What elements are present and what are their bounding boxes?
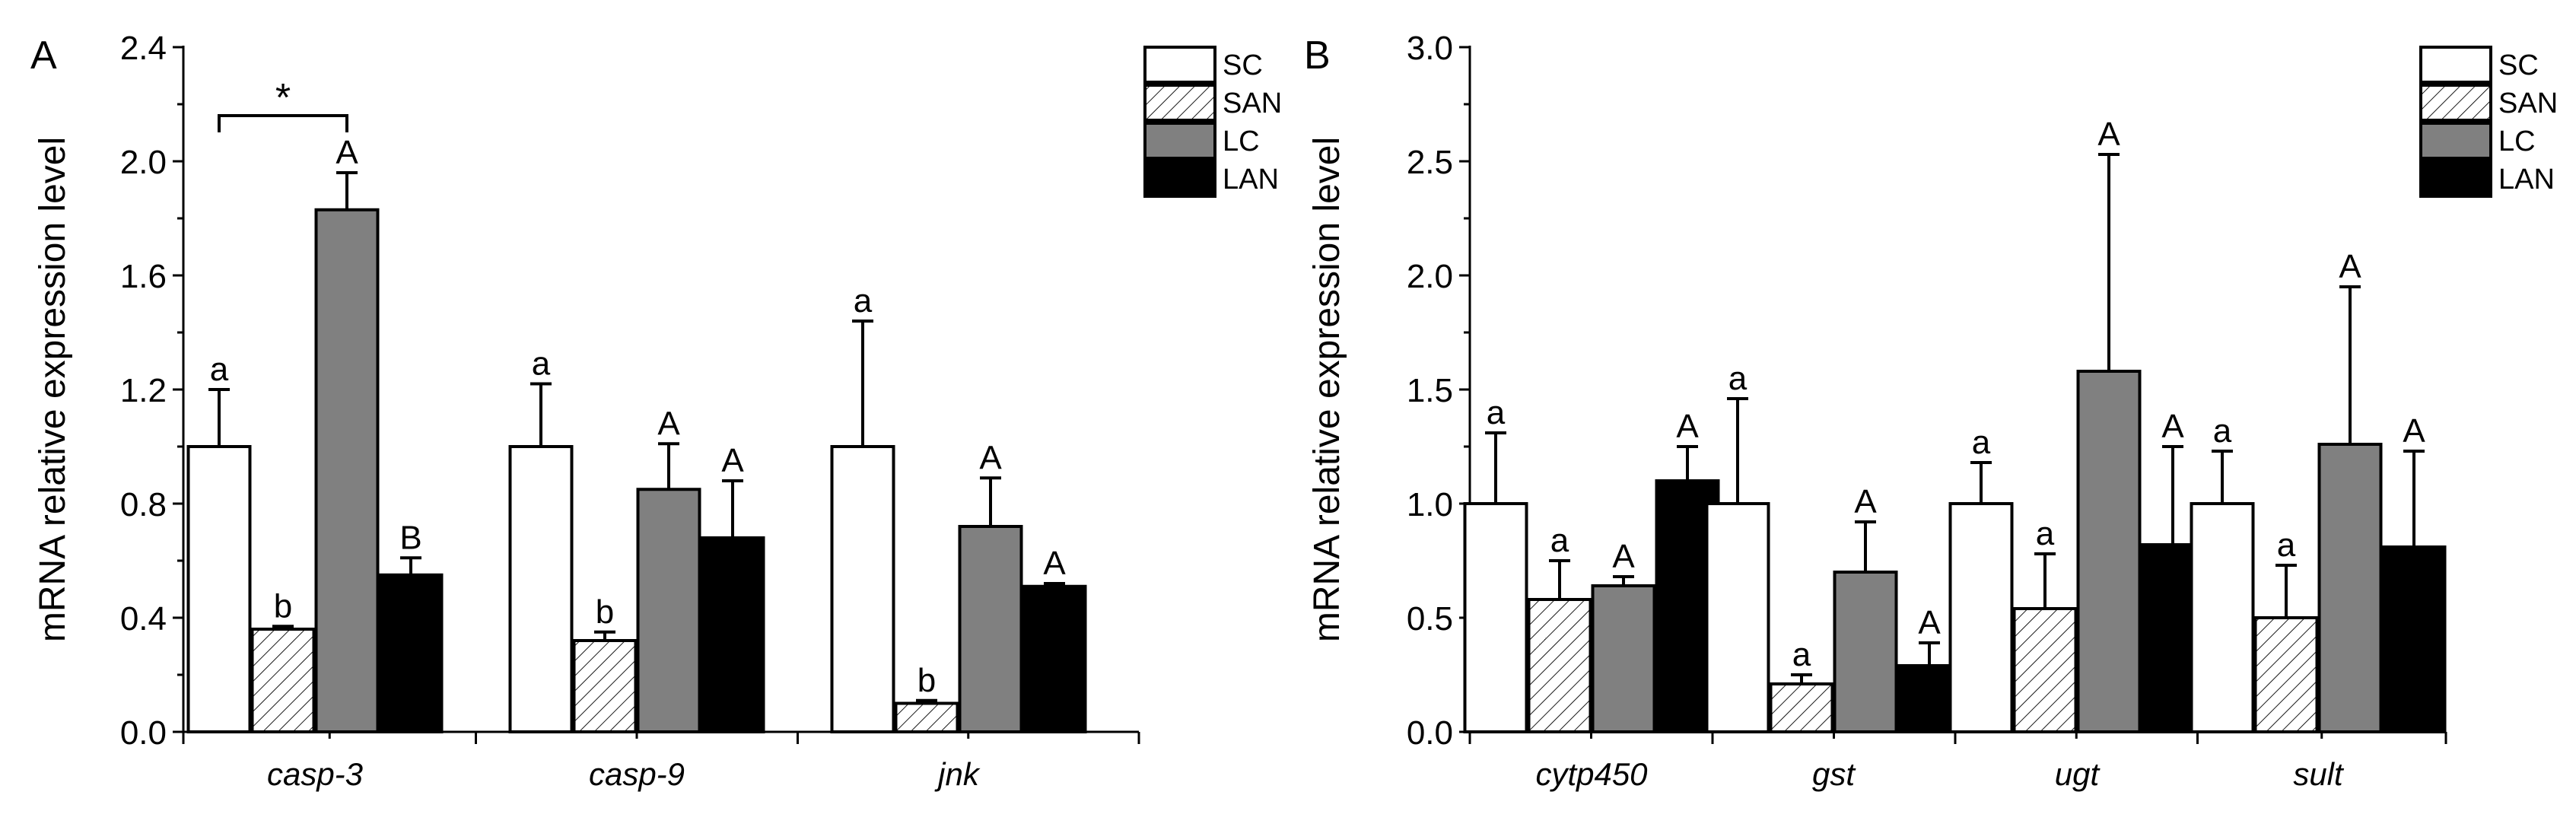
- legend-swatch-sc: [1143, 46, 1216, 84]
- y-tick-label: 0.5: [1407, 600, 1453, 638]
- y-tick-label: 0.0: [1407, 714, 1453, 752]
- significance-label: A: [2161, 408, 2184, 445]
- legend-label-sc: SC: [1223, 49, 1263, 81]
- bar-lc-gst: [1833, 571, 1898, 733]
- legend-swatch-san: [2419, 84, 2492, 122]
- bar-lc-jnk: [958, 525, 1023, 733]
- y-tick-label: 3.0: [1407, 30, 1453, 67]
- x-category-label: ugt: [2055, 756, 2101, 792]
- legend-swatch-lc: [2419, 122, 2492, 160]
- bar-sc-gst: [1705, 502, 1770, 733]
- y-tick-label: 0.8: [120, 486, 167, 523]
- x-category-label: jnk: [934, 756, 981, 792]
- bar-san-jnk: [894, 701, 959, 733]
- y-tick-label: 0.0: [120, 714, 167, 752]
- significance-label: A: [2097, 116, 2120, 153]
- legend-label-lan: LAN: [1223, 164, 1279, 196]
- y-tick-label: 2.0: [120, 144, 167, 181]
- y-tick-label: 2.4: [120, 30, 167, 67]
- bar-lan-casp-9: [700, 536, 765, 733]
- legend-label-sc: SC: [2498, 49, 2539, 81]
- significance-label: A: [1043, 545, 1066, 582]
- significance-label: a: [2213, 412, 2232, 450]
- y-tick-label: 1.5: [1407, 372, 1453, 409]
- bar-san-sult: [2253, 616, 2319, 733]
- significance-label: b: [918, 662, 936, 699]
- bar-sc-sult: [2190, 502, 2255, 733]
- significance-label: A: [2339, 248, 2361, 285]
- legend-swatch-lan: [2419, 160, 2492, 198]
- bar-lc-sult: [2317, 443, 2383, 733]
- bar-lc-ugt: [2076, 370, 2142, 733]
- bar-lan-casp-3: [378, 573, 444, 733]
- bar-san-casp-3: [250, 628, 316, 733]
- y-axis-label: mRNA relative expression level: [1307, 137, 1347, 642]
- significance-label: a: [1972, 424, 1991, 461]
- panel-label: A: [30, 33, 57, 78]
- x-category-label: cytp450: [1535, 756, 1648, 792]
- significance-label: a: [210, 351, 229, 388]
- y-tick-label: 2.5: [1407, 144, 1453, 181]
- significance-label: A: [2403, 412, 2425, 450]
- significance-label: a: [1487, 394, 1506, 431]
- y-tick-label: 1.2: [120, 372, 167, 409]
- y-tick-label: 1.6: [120, 258, 167, 295]
- bar-lan-sult: [2381, 545, 2447, 733]
- bar-lan-jnk: [1022, 584, 1087, 733]
- significance-label: A: [721, 442, 744, 479]
- legend-label-san: SAN: [1223, 87, 1282, 119]
- bar-sc-cytp450: [1463, 502, 1528, 733]
- significance-label: a: [2036, 515, 2055, 552]
- significance-label: B: [399, 519, 421, 556]
- significance-label: a: [1728, 360, 1748, 397]
- bar-san-gst: [1769, 682, 1834, 733]
- significance-label: A: [1918, 604, 1941, 641]
- panel-label: B: [1304, 33, 1331, 78]
- significance-label: a: [532, 345, 551, 383]
- y-tick-label: 0.4: [120, 600, 167, 638]
- bar-sc-ugt: [1948, 502, 2014, 733]
- significance-label: A: [1612, 538, 1635, 575]
- bar-sc-casp-9: [508, 445, 574, 733]
- significance-label: A: [336, 134, 358, 171]
- bar-lc-casp-3: [314, 208, 380, 733]
- significance-label: A: [1676, 408, 1699, 445]
- legend-label-lan: LAN: [2498, 164, 2555, 196]
- y-axis-label: mRNA relative expression level: [33, 137, 73, 642]
- bar-lc-casp-9: [636, 488, 701, 733]
- x-category-label: casp-9: [589, 756, 685, 792]
- bar-lc-cytp450: [1591, 584, 1656, 733]
- x-category-label: gst: [1812, 756, 1856, 792]
- bar-san-ugt: [2012, 607, 2078, 733]
- legend-swatch-sc: [2419, 46, 2492, 84]
- x-category-label: casp-3: [267, 756, 363, 792]
- bar-sc-casp-3: [186, 445, 252, 733]
- legend-swatch-lan: [1143, 160, 1216, 198]
- significance-label: a: [854, 282, 873, 320]
- bar-san-cytp450: [1527, 598, 1592, 733]
- y-tick-label: 1.0: [1407, 486, 1453, 523]
- bar-san-casp-9: [572, 639, 638, 733]
- significance-star: *: [275, 76, 291, 120]
- significance-label: A: [979, 439, 1002, 476]
- significance-bracket: [218, 114, 348, 132]
- significance-label: a: [2277, 526, 2296, 564]
- significance-label: A: [1854, 483, 1877, 520]
- significance-label: b: [274, 587, 292, 625]
- bar-sc-jnk: [830, 445, 895, 733]
- significance-label: a: [1792, 636, 1811, 673]
- legend-label-lc: LC: [1223, 126, 1260, 157]
- significance-label: A: [657, 405, 680, 442]
- y-tick-label: 2.0: [1407, 258, 1453, 295]
- legend-label-san: SAN: [2498, 87, 2558, 119]
- x-category-label: sult: [2293, 756, 2345, 792]
- significance-label: a: [1550, 522, 1569, 559]
- legend-swatch-lc: [1143, 122, 1216, 160]
- legend-swatch-san: [1143, 84, 1216, 122]
- significance-label: b: [596, 593, 614, 631]
- legend-label-lc: LC: [2498, 126, 2536, 157]
